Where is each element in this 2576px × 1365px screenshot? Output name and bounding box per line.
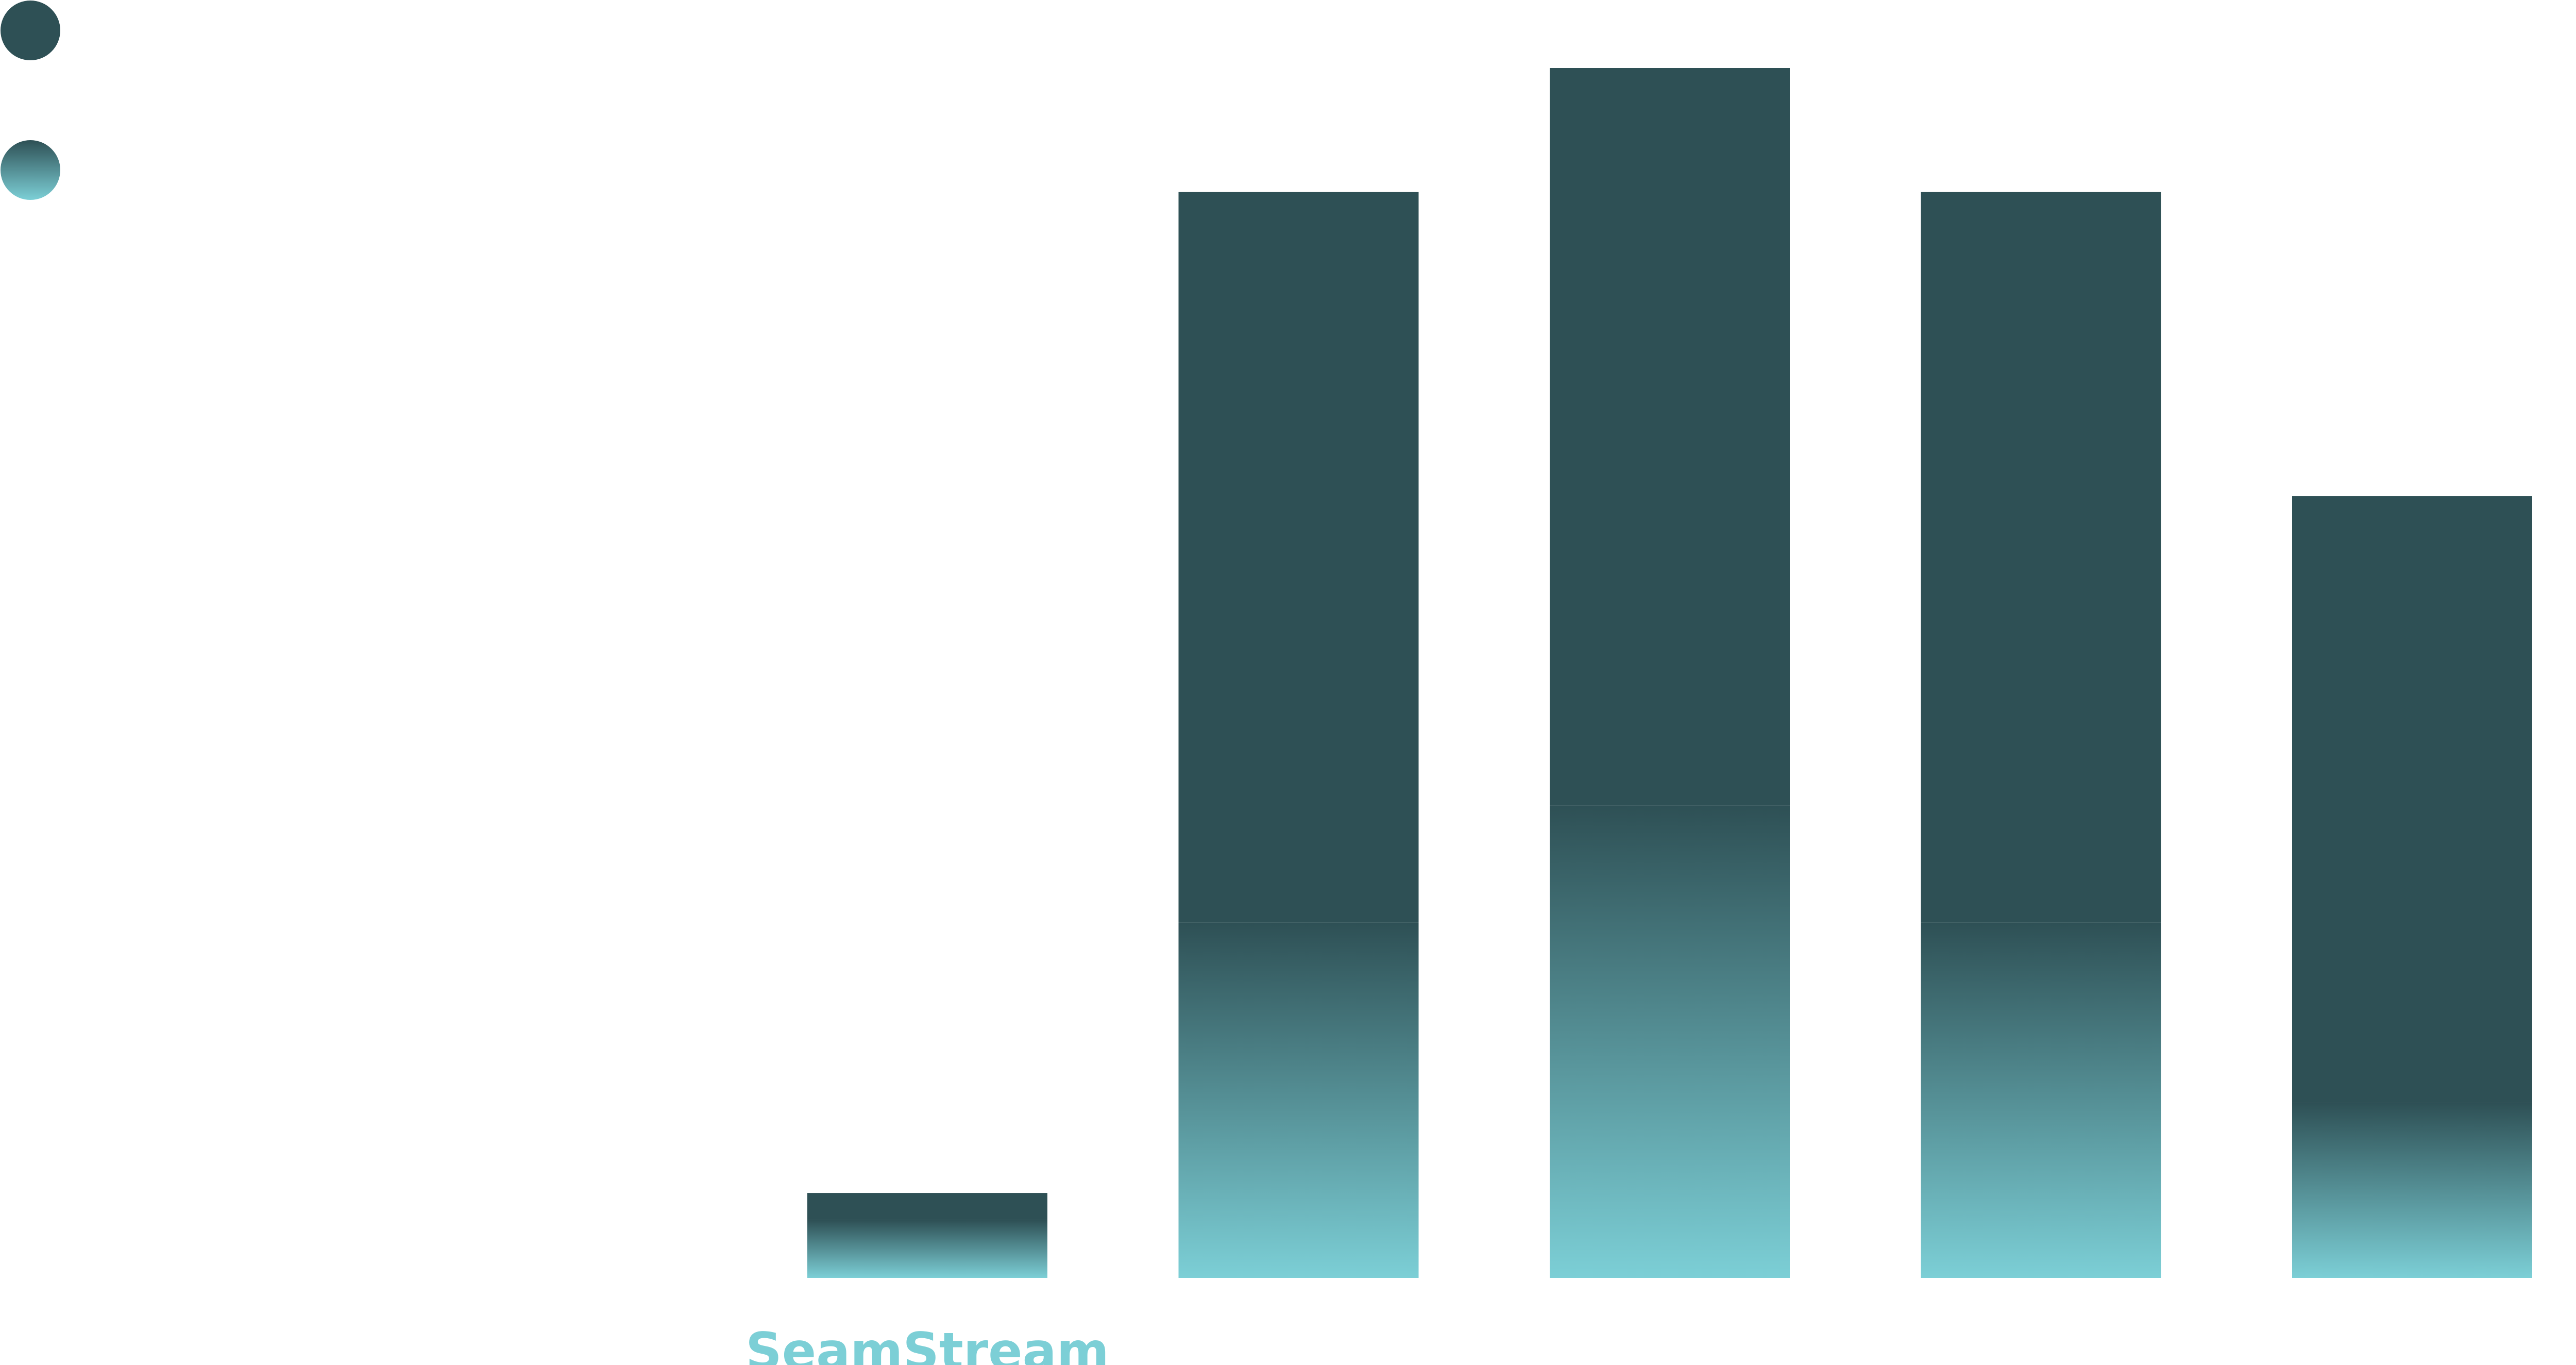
bar-segment	[1178, 192, 1419, 923]
bar-segment	[807, 1193, 1047, 1220]
bar-segment	[1921, 192, 2161, 923]
bar-segment	[1921, 922, 2161, 1278]
x-tick-label: SeamStream	[745, 1322, 1109, 1365]
legend-marker	[1, 1, 60, 60]
bar-segment	[2292, 496, 2532, 1103]
bar-segment	[807, 1220, 1047, 1278]
bar-segment	[1178, 922, 1419, 1278]
bar-segment	[1550, 68, 1790, 806]
legend-marker	[1, 140, 60, 200]
bar-segment	[1550, 805, 1790, 1278]
bar-segment	[2292, 1103, 2532, 1278]
